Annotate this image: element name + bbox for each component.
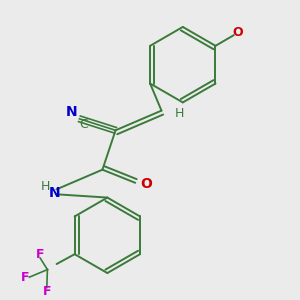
Text: C: C bbox=[79, 118, 88, 131]
Text: O: O bbox=[140, 177, 152, 191]
Text: F: F bbox=[43, 285, 51, 298]
Text: F: F bbox=[21, 271, 30, 284]
Text: H: H bbox=[40, 180, 50, 193]
Text: N: N bbox=[65, 105, 77, 119]
Text: N: N bbox=[49, 186, 61, 200]
Text: F: F bbox=[36, 248, 44, 261]
Text: H: H bbox=[175, 107, 184, 120]
Text: O: O bbox=[232, 26, 243, 39]
